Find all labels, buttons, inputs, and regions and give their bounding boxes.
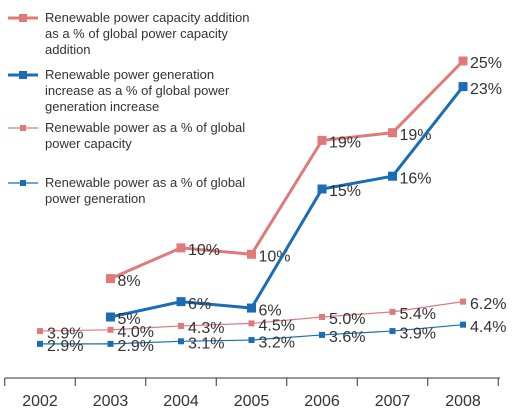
marker <box>317 184 327 194</box>
marker <box>388 171 397 181</box>
data-label: 4.3% <box>188 320 224 337</box>
legend-label: Renewable power generation increase as a… <box>45 67 230 114</box>
marker <box>107 340 114 347</box>
legend-label: Renewable power capacity addition as a %… <box>45 10 250 57</box>
data-label: 8% <box>118 273 141 290</box>
marker <box>247 303 256 313</box>
marker <box>247 249 256 259</box>
x-tick-label: 2006 <box>304 393 340 410</box>
marker <box>106 312 115 322</box>
data-label: 19% <box>400 127 432 144</box>
x-tick-label: 2007 <box>375 393 411 410</box>
marker <box>317 135 327 145</box>
data-label: 6% <box>188 296 211 313</box>
marker <box>319 331 325 338</box>
series-line <box>110 85 465 319</box>
marker <box>106 274 115 284</box>
data-label: 10% <box>188 242 220 259</box>
marker <box>178 322 184 329</box>
data-label: 4.0% <box>118 324 154 341</box>
marker <box>460 321 466 328</box>
data-label: 16% <box>400 170 432 187</box>
x-tick-label: 2008 <box>445 393 481 410</box>
marker <box>37 340 43 347</box>
marker <box>37 328 43 335</box>
legend-marker <box>20 125 26 131</box>
marker <box>178 338 184 345</box>
marker <box>388 128 397 138</box>
data-label: 6.2% <box>470 296 506 313</box>
x-tick-label: 2004 <box>163 393 199 410</box>
marker <box>176 297 186 307</box>
marker <box>319 314 325 320</box>
data-label: 2.9% <box>118 338 154 355</box>
x-tick-label: 2002 <box>22 393 58 410</box>
data-label: 3.9% <box>47 325 83 342</box>
data-label: 5.4% <box>400 306 436 323</box>
legend-label: Renewable power as a % of global power g… <box>45 175 246 206</box>
x-tick-label: 2003 <box>93 393 129 410</box>
data-label: 3.9% <box>400 325 436 342</box>
legend-marker <box>19 14 27 22</box>
data-label: 3.1% <box>188 336 224 353</box>
data-label: 6% <box>259 302 282 319</box>
marker <box>389 308 396 315</box>
data-label: 5.0% <box>329 311 365 328</box>
marker <box>248 337 255 344</box>
marker <box>458 56 468 66</box>
legend-marker <box>19 71 27 79</box>
data-label: 15% <box>329 183 361 200</box>
legend-label: Renewable power as a % of global power c… <box>45 120 246 151</box>
legend-marker <box>20 180 26 186</box>
marker <box>460 298 466 305</box>
marker <box>107 326 114 333</box>
data-label: 3.6% <box>329 329 365 346</box>
marker <box>176 243 186 253</box>
data-label: 23% <box>470 81 502 98</box>
x-tick-label: 2005 <box>234 393 270 410</box>
data-label: 2.9% <box>47 338 83 355</box>
data-label: 4.5% <box>259 318 295 335</box>
data-label: 19% <box>329 135 361 152</box>
data-label: 4.4% <box>470 319 506 336</box>
series-line <box>109 59 465 280</box>
marker <box>389 328 396 335</box>
marker <box>458 82 468 92</box>
data-label: 25% <box>470 55 502 72</box>
marker <box>248 320 255 327</box>
data-label: 5% <box>118 311 141 328</box>
data-label: 3.2% <box>259 334 295 351</box>
